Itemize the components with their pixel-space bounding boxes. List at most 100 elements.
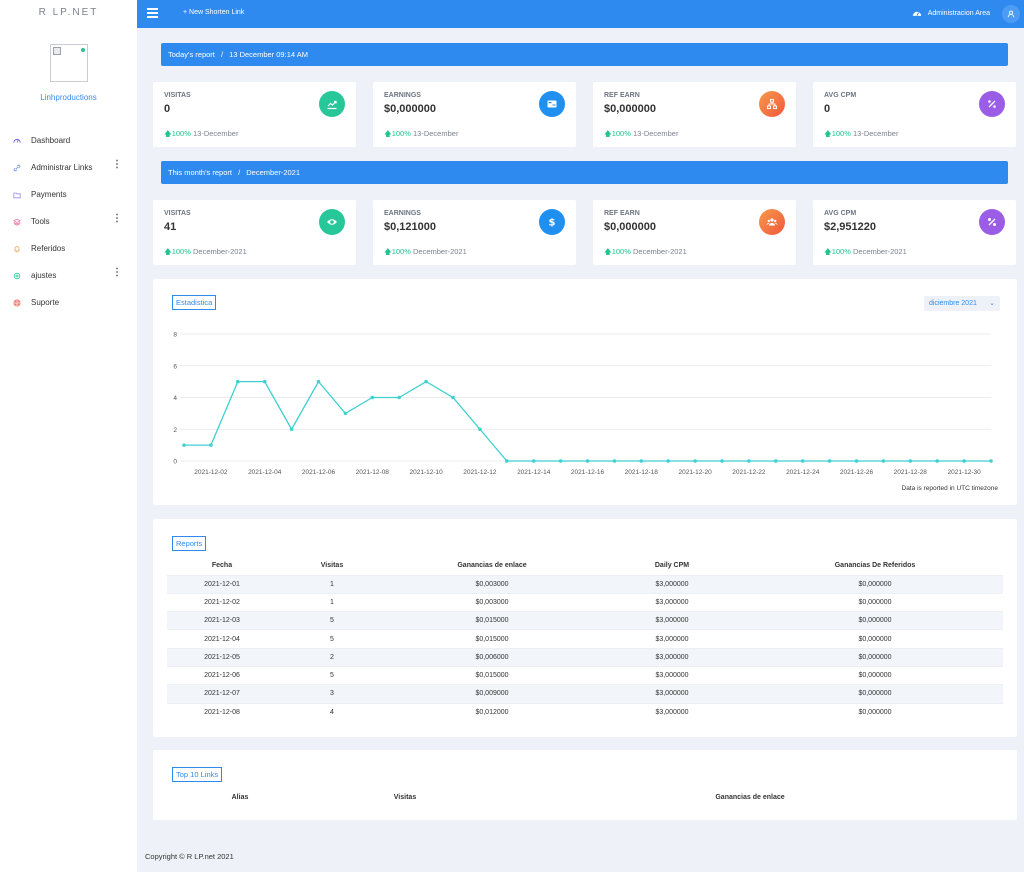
svg-text:$: $ (549, 218, 556, 229)
percent-icon (979, 91, 1005, 117)
table-cell: $3,000000 (597, 665, 747, 685)
statistics-tag: Estadistica (172, 295, 217, 310)
bell-icon (14, 245, 20, 252)
table-cell: $0,000000 (747, 702, 1003, 722)
table-cell: $0,000000 (747, 592, 1003, 612)
table-row: 2021-12-03 5 $0,015000 $3,000000 $0,000000 (167, 611, 1003, 630)
x-tick-label: 2021-12-18 (625, 469, 659, 476)
x-tick-label: 2021-12-24 (786, 469, 820, 476)
table-cell: $3,000000 (597, 684, 747, 704)
report-bar-date: December-2021 (246, 168, 301, 177)
broken-image-icon (52, 47, 61, 55)
table-cell: $3,000000 (597, 611, 747, 630)
sidebar-item-suporte[interactable]: Suporte (0, 289, 137, 316)
table-cell: $3,000000 (597, 629, 747, 649)
stat-percent: 100% (391, 129, 411, 138)
data-point (612, 459, 617, 463)
stat-footer: 🡅100% 13-December (824, 128, 898, 141)
data-point (478, 427, 482, 432)
table-cell: 2021-12-08 (167, 702, 277, 722)
report-bar-date: 13 December 09:14 AM (229, 50, 308, 59)
table-cell: $0,003000 (387, 574, 597, 594)
stat-value: $0,000000 (604, 221, 656, 233)
table-cell: $0,000000 (747, 611, 1003, 630)
utc-note: Data is reported in UTC timezone (901, 485, 998, 492)
data-point (827, 459, 832, 463)
column-header: Ganancias de enlace (715, 793, 785, 801)
column-header: Daily CPM (654, 562, 690, 570)
table-cell: $0,015000 (387, 611, 597, 630)
avatar[interactable] (49, 44, 88, 82)
table-row: 2021-12-02 1 $0,003000 $3,000000 $0,000000 (167, 592, 1003, 612)
top-links-table: Alias Visitas Ganancias de enlace (167, 788, 1003, 806)
stat-label: EARNINGS (384, 92, 421, 99)
table-cell: 4 (277, 702, 387, 722)
arrow-up-icon: 🡅 (384, 129, 392, 138)
y-tick-label: 6 (173, 363, 177, 370)
data-point (908, 459, 913, 463)
new-shorten-link-button[interactable]: + New Shorten Link (183, 9, 245, 16)
sidebar-item-referidos[interactable]: Referidos (0, 235, 137, 262)
hamburger-menu-icon[interactable] (147, 8, 158, 18)
sidebar-item-label: Referidos (31, 244, 66, 253)
x-tick-label: 2021-12-12 (463, 469, 497, 476)
table-cell: 2021-12-02 (167, 592, 277, 612)
stat-value: $0,000000 (384, 103, 436, 115)
table-cell: 2021-12-01 (167, 574, 277, 594)
top-navbar: + New Shorten Link Administracion Area (137, 0, 1024, 28)
table-row: 2021-12-07 3 $0,009000 $3,000000 $0,000000 (167, 684, 1003, 704)
statistics-panel: 0 2 4 6 8 2021-12-02 2021-12-04 2021-12-06 2021-… (153, 279, 1017, 505)
stat-card-today-earnings: EARNINGS $0,000000 🡅100% 13-December (373, 82, 576, 147)
brand-logo[interactable]: R LP.NET (38, 7, 99, 18)
chevron-down-icon: ⌄ (989, 300, 995, 307)
more-vertical-icon[interactable]: ⋮ (112, 159, 122, 170)
x-tick-label: 2021-12-20 (678, 469, 712, 476)
column-header: Visitas (393, 793, 417, 801)
arrow-up-icon: 🡅 (384, 247, 392, 256)
user-menu-button[interactable] (1002, 5, 1020, 23)
sidebar-item-dashboard[interactable]: Dashboard (0, 127, 137, 154)
data-point (935, 459, 939, 463)
stat-percent: 100% (831, 129, 851, 138)
data-point (666, 459, 670, 463)
data-point (854, 459, 859, 463)
table-cell: $3,000000 (597, 702, 747, 722)
sidebar-item-label: Tools (31, 217, 50, 226)
stat-card-month-ref-earn: REF EARN $0,000000 🡅100% December-2021 (593, 200, 796, 265)
stat-value: 41 (164, 221, 177, 233)
stat-card-today-visitas: VISITAS 0 🡅100% 13-December (153, 82, 356, 147)
month-select[interactable]: diciembre 2021 ⌄ (924, 296, 1000, 311)
x-tick-label: 2021-12-04 (248, 469, 282, 476)
more-vertical-icon[interactable]: ⋮ (112, 267, 122, 278)
sidebar-item-payments[interactable]: Payments (0, 181, 137, 208)
sidebar-item-ajustes[interactable]: ajustes ⋮ (0, 262, 137, 289)
table-cell: 2 (277, 647, 387, 667)
sidebar-item-tools[interactable]: Tools ⋮ (0, 208, 137, 235)
more-vertical-icon[interactable]: ⋮ (112, 213, 122, 224)
card-icon (539, 91, 565, 117)
percent-icon (979, 209, 1005, 235)
sidebar-item-administrar-links[interactable]: Administrar Links ⋮ (0, 154, 137, 181)
arrow-up-icon: 🡅 (604, 247, 612, 256)
column-header: Ganancias de enlace (457, 562, 527, 570)
top-links-tag: Top 10 Links (172, 767, 223, 782)
todays-report-bar: Today's report / 13 December 09:14 AM (161, 43, 1008, 66)
data-point (343, 411, 348, 416)
username-link[interactable]: Linhproductions (40, 93, 97, 102)
table-row: 2021-12-05 2 $0,006000 $3,000000 $0,000000 (167, 647, 1003, 667)
stat-percent: 100% (611, 247, 631, 256)
data-point (236, 379, 240, 384)
table-cell: 2021-12-07 (167, 684, 277, 704)
stat-period: 13-December (853, 129, 899, 138)
visits-line-chart: 0 2 4 6 8 2021-12-02 2021-12-04 2021-12-06 2021-… (173, 332, 993, 476)
admin-area-link[interactable]: Administracion Area (912, 9, 990, 17)
user-icon (1007, 10, 1015, 18)
data-point (451, 395, 455, 400)
x-tick-label: 2021-12-26 (840, 469, 874, 476)
stat-footer: 🡅100% December-2021 (604, 246, 687, 259)
reports-tag: Reports (172, 536, 207, 551)
column-header: Visitas (320, 562, 344, 570)
data-point (881, 459, 886, 463)
table-header-row: Fecha Visitas Ganancias de enlace Daily … (167, 557, 1003, 575)
stat-footer: 🡅100% December-2021 (164, 246, 247, 259)
